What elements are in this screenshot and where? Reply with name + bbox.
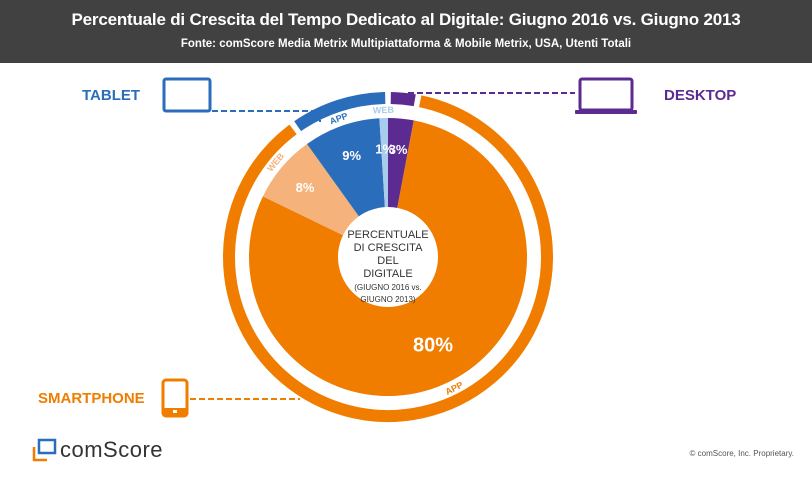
ring-segment-desktop bbox=[390, 92, 416, 107]
slice-labels: 3% 80% 8% 9% 1% bbox=[296, 142, 454, 357]
center-hole bbox=[338, 207, 438, 307]
slice-label-1: 80% bbox=[413, 334, 453, 356]
header-banner: Percentuale di Crescita del Tempo Dedica… bbox=[0, 0, 812, 63]
center-label-line2: DI CRESCITA bbox=[354, 242, 424, 254]
smartphone-icon bbox=[161, 378, 189, 418]
desktop-label: DESKTOP bbox=[664, 87, 737, 104]
tablet-label: TABLET bbox=[82, 87, 141, 104]
slice-label-0: 3% bbox=[389, 142, 408, 157]
center-label-line3: DEL bbox=[377, 255, 398, 267]
channel-label-4: WEB bbox=[373, 105, 395, 116]
comscore-logo: comScore bbox=[60, 437, 164, 462]
chart-title: Percentuale di Crescita del Tempo Dedica… bbox=[71, 10, 741, 29]
copyright-text: © comScore, Inc. Proprietary. bbox=[689, 449, 794, 458]
laptop-icon bbox=[575, 77, 637, 114]
slice-label-4: 1% bbox=[375, 142, 394, 157]
smartphone-label: SMARTPHONE bbox=[38, 390, 145, 407]
desktop-connector bbox=[404, 92, 575, 99]
ring-segment-tablet bbox=[294, 92, 386, 132]
ring-segment-smartphone bbox=[223, 95, 553, 422]
center-label-line4: DIGITALE bbox=[363, 268, 412, 280]
comscore-logo-icon bbox=[32, 438, 57, 462]
center-label-line6: GIUGNO 2013) bbox=[360, 295, 415, 304]
slice-label-2: 8% bbox=[296, 180, 315, 195]
tablet-connector bbox=[212, 110, 321, 122]
chart-subtitle: Fonte: comScore Media Metrix Multipiatta… bbox=[180, 38, 632, 50]
outer-ring bbox=[223, 92, 553, 422]
slice-label-3: 9% bbox=[342, 148, 361, 163]
center-label-line1: PERCENTUALE bbox=[347, 229, 428, 241]
center-label-line5: (GIUGNO 2016 vs. bbox=[354, 283, 422, 292]
tablet-icon bbox=[162, 77, 212, 113]
